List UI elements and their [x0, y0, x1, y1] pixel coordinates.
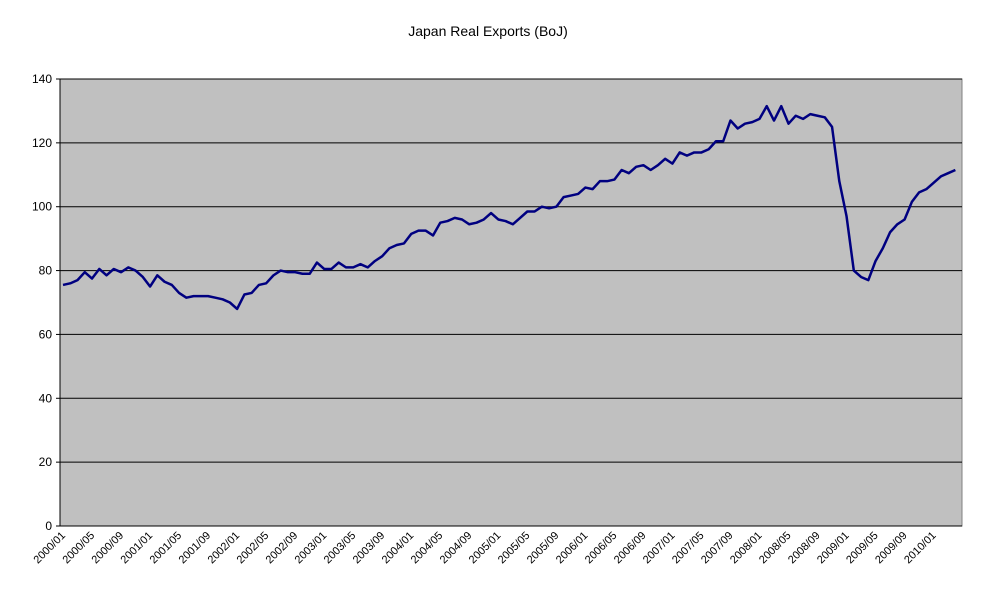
y-tick-label: 20: [39, 455, 53, 469]
y-tick-label: 80: [39, 264, 53, 278]
chart-title: Japan Real Exports (BoJ): [408, 23, 568, 39]
y-tick-label: 140: [32, 72, 52, 86]
line: [62, 104, 956, 311]
y-tick-label: 40: [39, 391, 53, 405]
y-tick-label: 120: [32, 136, 52, 150]
x-tick-label: 2010/01: [902, 530, 939, 567]
y-tick-label: 60: [39, 327, 53, 341]
y-tick-label: 100: [32, 200, 52, 214]
plot-area: [59, 78, 963, 527]
y-tick-label: 0: [45, 519, 52, 533]
